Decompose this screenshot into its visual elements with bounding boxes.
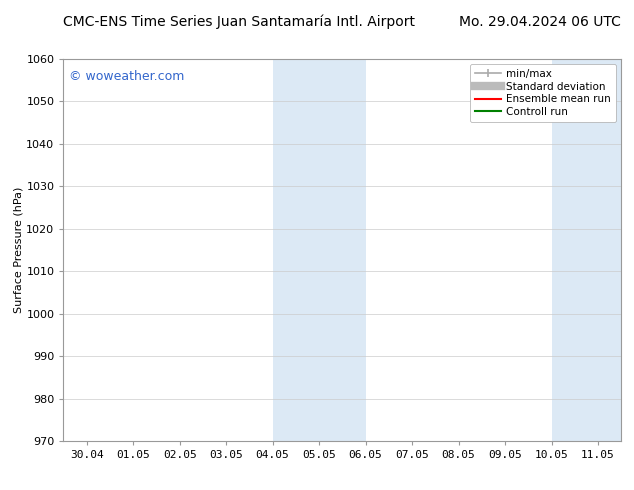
Text: CMC-ENS Time Series Juan Santamaría Intl. Airport: CMC-ENS Time Series Juan Santamaría Intl… bbox=[63, 15, 415, 29]
Text: © woweather.com: © woweather.com bbox=[69, 70, 184, 83]
Text: Mo. 29.04.2024 06 UTC: Mo. 29.04.2024 06 UTC bbox=[460, 15, 621, 29]
Legend: min/max, Standard deviation, Ensemble mean run, Controll run: min/max, Standard deviation, Ensemble me… bbox=[470, 64, 616, 122]
Bar bbox=[273, 59, 366, 441]
Bar bbox=[552, 59, 621, 441]
Y-axis label: Surface Pressure (hPa): Surface Pressure (hPa) bbox=[13, 187, 23, 313]
